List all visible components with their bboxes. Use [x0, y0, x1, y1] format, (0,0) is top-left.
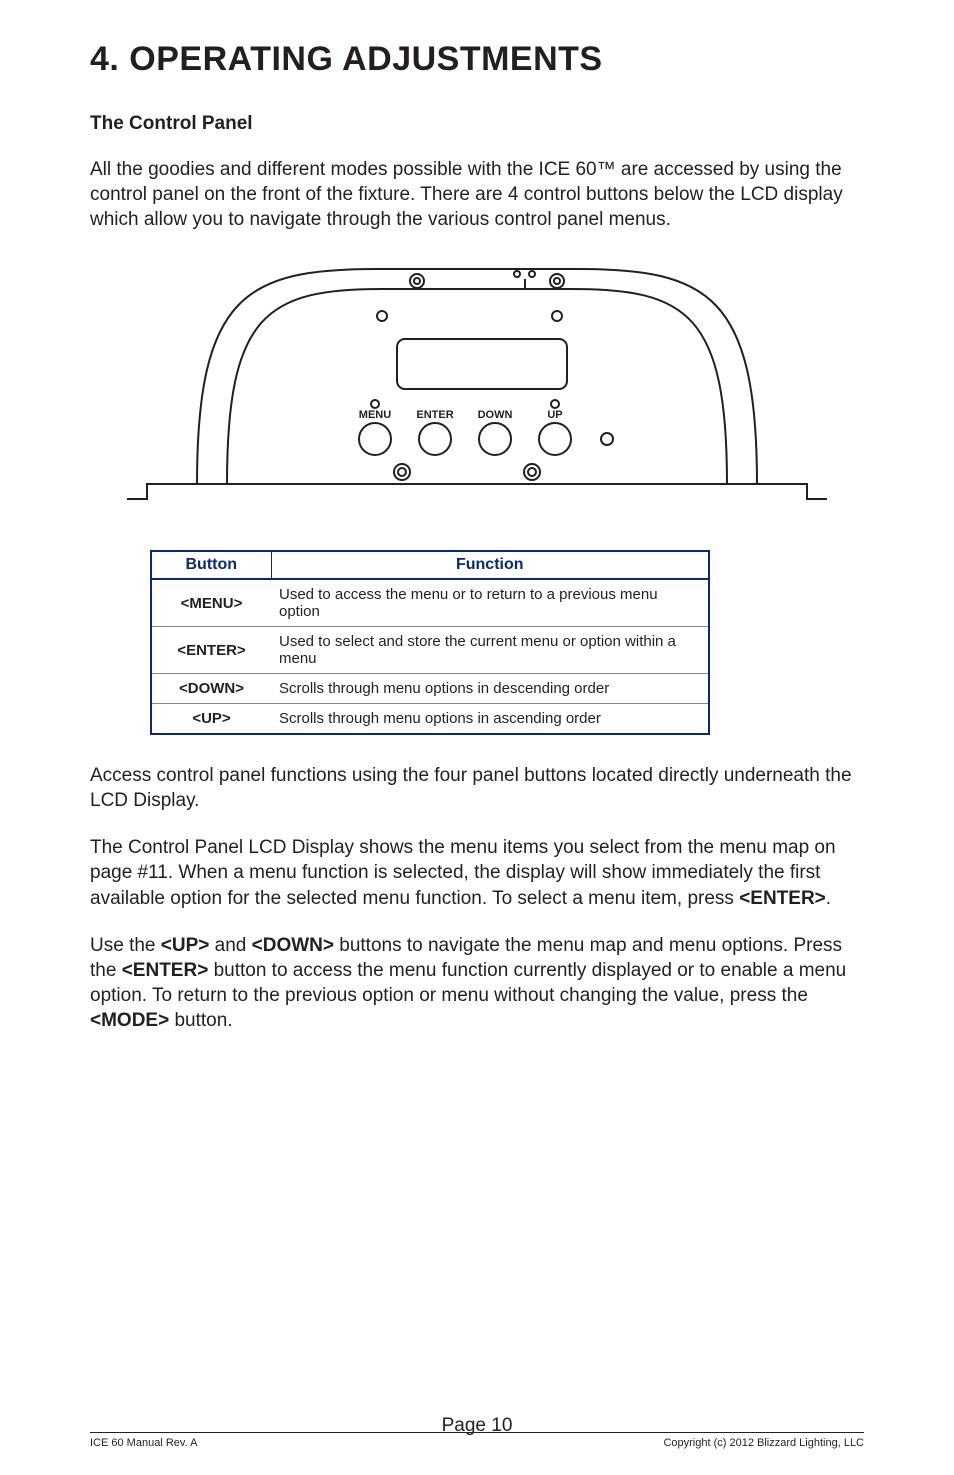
mode-key-label: <MODE> [90, 1010, 169, 1031]
text-span: button. [169, 1010, 232, 1031]
section-title: The Control Panel [90, 113, 864, 135]
table-row: <ENTER> Used to select and store the cur… [151, 627, 709, 674]
paragraph-navigation: Use the <UP> and <DOWN> buttons to navig… [90, 933, 864, 1033]
enter-key-label: <ENTER> [739, 888, 826, 909]
text-span: The Control Panel LCD Display shows the … [90, 837, 836, 908]
down-key-label: <DOWN> [252, 935, 334, 956]
control-panel-diagram: MENU ENTER DOWN UP [90, 254, 864, 514]
text-span: Use the [90, 935, 161, 956]
table-header-button: Button [151, 551, 271, 579]
table-cell-function: Used to select and store the current men… [271, 627, 709, 674]
text-span: . [826, 888, 831, 909]
diagram-label-menu: MENU [359, 409, 391, 421]
table-row: <MENU> Used to access the menu or to ret… [151, 579, 709, 627]
table-cell-button: <UP> [151, 704, 271, 735]
table-row: <DOWN> Scrolls through menu options in d… [151, 674, 709, 704]
table-cell-button: <MENU> [151, 579, 271, 627]
page-title: 4. OPERATING ADJUSTMENTS [90, 40, 864, 79]
text-span: and [209, 935, 251, 956]
up-key-label: <UP> [161, 935, 210, 956]
diagram-label-up: UP [547, 409, 562, 421]
footer-right: Copyright (c) 2012 Blizzard Lighting, LL… [663, 1437, 864, 1449]
intro-paragraph: All the goodies and different modes poss… [90, 157, 864, 232]
footer-left: ICE 60 Manual Rev. A [90, 1437, 197, 1449]
diagram-label-down: DOWN [478, 409, 513, 421]
diagram-label-enter: ENTER [416, 409, 453, 421]
paragraph-lcd: The Control Panel LCD Display shows the … [90, 835, 864, 910]
enter-key-label: <ENTER> [122, 960, 209, 981]
button-function-table: Button Function <MENU> Used to access th… [150, 550, 710, 735]
table-cell-function: Used to access the menu or to return to … [271, 579, 709, 627]
table-header-function: Function [271, 551, 709, 579]
table-row: <UP> Scrolls through menu options in asc… [151, 704, 709, 735]
table-cell-button: <ENTER> [151, 627, 271, 674]
paragraph-access: Access control panel functions using the… [90, 763, 864, 813]
table-cell-function: Scrolls through menu options in ascendin… [271, 704, 709, 735]
table-cell-button: <DOWN> [151, 674, 271, 704]
table-cell-function: Scrolls through menu options in descendi… [271, 674, 709, 704]
